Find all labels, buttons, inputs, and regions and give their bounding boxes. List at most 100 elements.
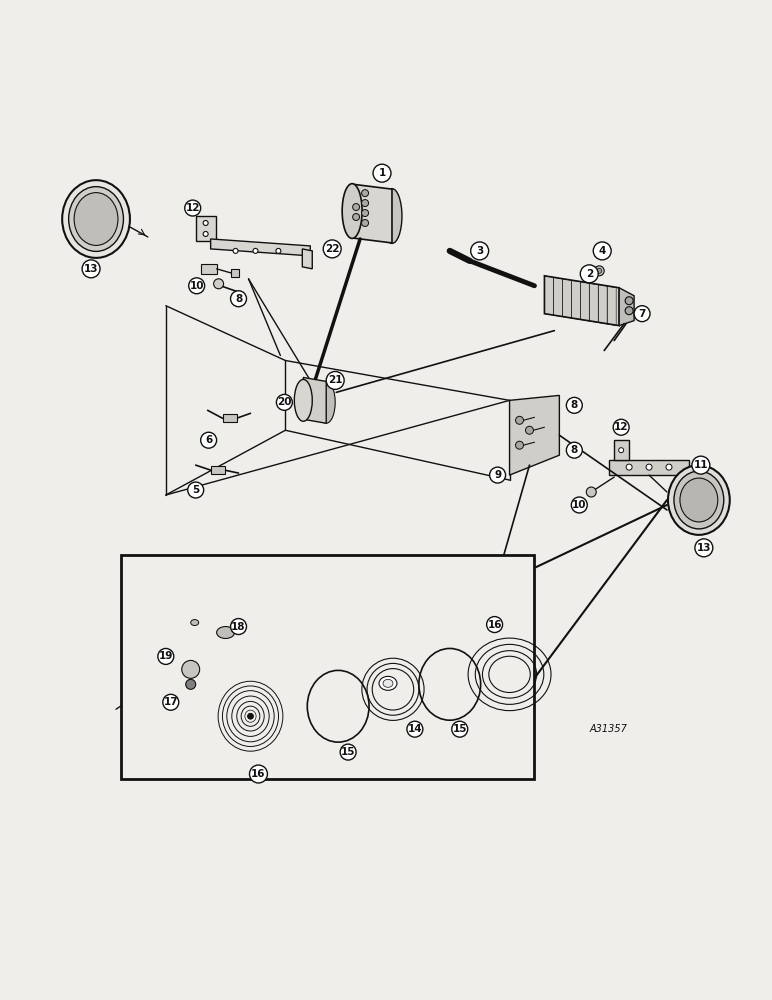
Text: 10: 10	[572, 500, 587, 510]
Ellipse shape	[382, 189, 402, 243]
Circle shape	[581, 265, 598, 283]
Polygon shape	[303, 249, 312, 269]
Text: 18: 18	[232, 622, 245, 632]
Circle shape	[185, 200, 201, 216]
Text: 16: 16	[487, 620, 502, 630]
Text: 5: 5	[192, 485, 199, 495]
Bar	[222, 414, 236, 422]
Circle shape	[361, 200, 368, 207]
Circle shape	[452, 721, 468, 737]
Text: 10: 10	[189, 281, 204, 291]
Circle shape	[567, 397, 582, 413]
Circle shape	[593, 242, 611, 260]
Polygon shape	[211, 239, 310, 256]
Ellipse shape	[74, 193, 118, 245]
Circle shape	[248, 713, 253, 719]
Circle shape	[666, 464, 672, 470]
Circle shape	[163, 694, 179, 710]
Text: 16: 16	[251, 769, 266, 779]
Circle shape	[203, 231, 208, 236]
Bar	[211, 466, 225, 474]
Text: 4: 4	[598, 246, 606, 256]
Ellipse shape	[191, 620, 198, 626]
Text: 2: 2	[586, 269, 593, 279]
Text: 11: 11	[693, 460, 708, 470]
Text: 1: 1	[378, 168, 386, 178]
Bar	[121, 555, 534, 779]
Text: 7: 7	[638, 309, 645, 319]
Text: 13: 13	[696, 543, 711, 553]
Circle shape	[201, 432, 217, 448]
Circle shape	[353, 204, 360, 211]
Circle shape	[253, 248, 258, 253]
Polygon shape	[615, 440, 629, 460]
Circle shape	[526, 426, 533, 434]
Ellipse shape	[342, 184, 362, 238]
Text: 12: 12	[614, 422, 628, 432]
Ellipse shape	[63, 180, 130, 258]
Text: 8: 8	[235, 294, 242, 304]
Circle shape	[188, 482, 204, 498]
Ellipse shape	[379, 676, 397, 690]
Circle shape	[214, 279, 224, 289]
Circle shape	[276, 248, 281, 253]
Circle shape	[186, 679, 195, 689]
Text: 9: 9	[494, 470, 501, 480]
Text: 15: 15	[341, 747, 355, 757]
Ellipse shape	[294, 379, 312, 421]
Circle shape	[695, 539, 713, 557]
Circle shape	[567, 442, 582, 458]
Circle shape	[407, 721, 423, 737]
Circle shape	[634, 306, 650, 322]
Circle shape	[203, 221, 208, 225]
Polygon shape	[544, 276, 619, 326]
Circle shape	[82, 260, 100, 278]
Circle shape	[626, 464, 632, 470]
Circle shape	[181, 660, 200, 678]
Circle shape	[586, 487, 596, 497]
Circle shape	[323, 240, 341, 258]
Ellipse shape	[383, 679, 393, 687]
Text: 22: 22	[325, 244, 340, 254]
Circle shape	[625, 307, 633, 315]
Circle shape	[489, 467, 506, 483]
Text: 21: 21	[328, 375, 343, 385]
Ellipse shape	[217, 627, 235, 638]
Circle shape	[188, 278, 205, 294]
Circle shape	[571, 497, 587, 513]
Text: 20: 20	[277, 397, 292, 407]
Text: 19: 19	[158, 651, 173, 661]
Bar	[231, 269, 239, 277]
Circle shape	[516, 441, 523, 449]
Text: 6: 6	[205, 435, 212, 445]
Text: 8: 8	[571, 400, 578, 410]
Circle shape	[471, 242, 489, 260]
Polygon shape	[609, 460, 689, 475]
Circle shape	[361, 190, 368, 197]
Polygon shape	[195, 216, 215, 241]
Circle shape	[516, 416, 523, 424]
Circle shape	[327, 371, 344, 389]
Ellipse shape	[674, 471, 724, 529]
Bar	[201, 264, 217, 274]
Text: 17: 17	[164, 697, 178, 707]
Polygon shape	[352, 184, 392, 243]
Circle shape	[157, 648, 174, 664]
Circle shape	[249, 765, 267, 783]
Ellipse shape	[69, 187, 124, 251]
Text: 3: 3	[476, 246, 483, 256]
Circle shape	[361, 210, 368, 217]
Circle shape	[231, 291, 246, 307]
Circle shape	[613, 419, 629, 435]
Ellipse shape	[317, 381, 335, 423]
Circle shape	[625, 297, 633, 305]
Text: A31357: A31357	[589, 724, 627, 734]
Circle shape	[276, 394, 293, 410]
Text: 12: 12	[185, 203, 200, 213]
Circle shape	[597, 268, 601, 273]
Text: 14: 14	[408, 724, 422, 734]
Circle shape	[231, 619, 246, 635]
Circle shape	[486, 617, 503, 633]
Circle shape	[618, 448, 624, 453]
Circle shape	[692, 456, 709, 474]
